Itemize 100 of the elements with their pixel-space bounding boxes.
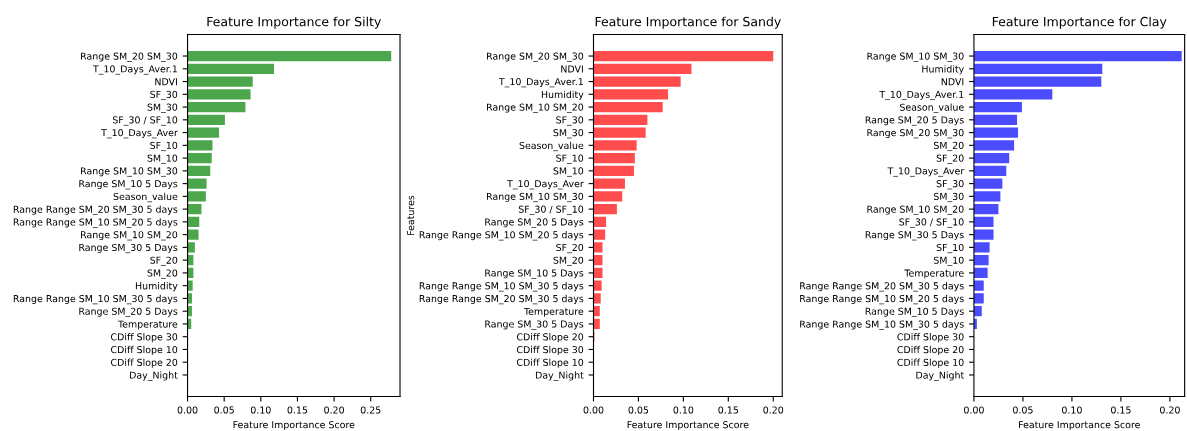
y-tick-label: CDiff Slope 20 xyxy=(516,333,584,343)
y-tick-label: Range SM_10 SM_20 xyxy=(487,103,584,113)
y-tick-label: SF_30 xyxy=(936,180,964,190)
y-tick-label: Range Range SM_20 SM_30 5 days xyxy=(419,294,584,305)
y-tick-label: Range SM_20 5 Days xyxy=(485,218,584,228)
y-tick-label: T_10_Days_Aver.1 xyxy=(92,65,177,75)
y-tick-label: Range Range SM_10 SM_20 5 days xyxy=(800,294,964,305)
chart-title: Feature Importance for Sandy xyxy=(595,16,781,29)
x-tick-label: 0.20 xyxy=(324,406,344,414)
y-tick-label: SM_20 xyxy=(147,269,178,279)
y-tick-label: CDiff Slope 30 xyxy=(110,333,178,343)
y-tick-label: SF_30 / SF_10 xyxy=(899,218,964,228)
x-tick-label: 0.10 xyxy=(673,406,694,414)
y-tick-label: Range SM_30 5 Days xyxy=(485,320,584,330)
chart-title: Feature Importance for Silty xyxy=(207,16,381,29)
y-tick-label: SM_10 xyxy=(147,154,178,164)
y-tick-label: SF_30 xyxy=(556,116,584,126)
y-tick-label: Range SM_10 SM_20 xyxy=(81,231,178,241)
y-tick-label: Humidity xyxy=(541,90,584,100)
y-tick-label: Range SM_10 SM_20 xyxy=(867,205,964,215)
x-tick-label: 0.15 xyxy=(718,406,738,414)
y-tick-label: T_10_Days_Aver.1 xyxy=(879,90,964,101)
y-tick-label: CDiff Slope 20 xyxy=(110,358,178,368)
x-tick-label: 0.10 xyxy=(250,406,271,414)
y-tick-label: Range SM_10 SM_30 xyxy=(487,192,584,203)
y-tick-label: SF_30 / SF_10 xyxy=(518,205,584,215)
y-tick-label: Humidity xyxy=(135,282,178,292)
y-tick-label: NDVI xyxy=(561,65,583,73)
y-tick-label: Day_Night xyxy=(130,371,178,381)
y-tick-label: SF_20 xyxy=(556,243,584,254)
y-tick-label: CDiff Slope 10 xyxy=(897,358,964,368)
x-tick-label: 0.05 xyxy=(628,406,649,414)
y-tick-label: Range Range SM_10 SM_30 5 days xyxy=(13,294,178,305)
y-axis-title: Features xyxy=(407,195,415,235)
y-tick-label: NDVI xyxy=(155,78,177,86)
y-tick-label: T_10_Days_Aver.1 xyxy=(498,78,583,88)
y-tick-label: Range Range SM_10 SM_20 5 days xyxy=(13,218,178,228)
y-tick-label: Range SM_10 5 Days xyxy=(485,269,584,279)
y-tick-label: SM_30 xyxy=(933,192,964,203)
y-tick-label: SF_10 xyxy=(150,141,178,152)
y-tick-label: NDVI xyxy=(941,78,964,86)
y-tick-label: Humidity xyxy=(922,65,964,75)
y-tick-label: SM_20 xyxy=(933,141,964,152)
x-tick-label: 0.05 xyxy=(214,406,234,414)
x-tick-label: 0.00 xyxy=(583,406,604,414)
y-tick-label: Range Range SM_20 SM_30 5 days xyxy=(800,282,964,292)
x-tick-label: 0.15 xyxy=(1111,406,1131,414)
y-tick-label: SM_20 xyxy=(553,256,584,266)
y-tick-label: Range SM_10 SM_30 xyxy=(867,52,964,62)
y-tick-label: Range SM_20 SM_30 xyxy=(487,52,584,62)
y-tick-label: Range Range SM_10 SM_30 5 days xyxy=(800,320,964,330)
y-tick-label: SF_20 xyxy=(150,256,178,266)
y-tick-label: SF_20 xyxy=(936,154,964,164)
y-tick-label: SF_30 xyxy=(150,90,178,101)
x-tick-label: 0.20 xyxy=(763,406,784,414)
y-tick-label: Day_Night xyxy=(916,371,964,381)
x-tick-label: 0.05 xyxy=(1013,406,1033,414)
x-tick-label: 0.20 xyxy=(1160,406,1180,414)
x-axis-title: Feature Importance Score xyxy=(233,421,355,431)
y-tick-label: Range SM_20 5 Days xyxy=(865,116,964,126)
x-tick-label: 0.25 xyxy=(360,406,381,414)
x-axis-title: Feature Importance Score xyxy=(1019,421,1140,431)
y-tick-label: Day_Night xyxy=(535,371,584,381)
x-axis-title: Feature Importance Score xyxy=(627,421,749,431)
y-tick-label: Temperature xyxy=(904,269,964,279)
y-tick-label: Range SM_10 5 Days xyxy=(79,180,178,190)
y-tick-label: SM_10 xyxy=(553,167,584,177)
y-tick-label: SM_10 xyxy=(933,256,964,266)
chart-title: Feature Importance for Clay xyxy=(992,16,1167,29)
y-tick-label: SM_30 xyxy=(147,103,178,113)
y-tick-label: Range SM_10 5 Days xyxy=(865,307,964,317)
y-tick-label: Range SM_20 SM_30 xyxy=(81,52,178,62)
y-tick-label: Season_value xyxy=(519,141,584,152)
y-tick-label: Range SM_30 5 Days xyxy=(865,231,964,241)
y-tick-label: T_10_Days_Aver xyxy=(887,167,965,177)
y-tick-label: Temperature xyxy=(117,320,178,330)
y-tick-label: Range SM_20 SM_30 xyxy=(867,129,964,139)
y-tick-label: Range SM_30 5 Days xyxy=(79,243,178,254)
y-tick-label: Season_value xyxy=(900,103,964,113)
x-tick-label: 0.15 xyxy=(287,406,308,414)
y-tick-label: T_10_Days_Aver xyxy=(101,129,178,139)
y-tick-label: CDiff Slope 30 xyxy=(516,345,584,355)
y-tick-label: Range SM_20 5 Days xyxy=(79,307,178,317)
y-tick-label: CDiff Slope 10 xyxy=(110,345,178,355)
y-tick-label: SM_30 xyxy=(553,129,584,139)
y-tick-label: Range Range SM_10 SM_20 5 days xyxy=(419,231,584,241)
x-tick-label: 0.00 xyxy=(177,406,198,414)
y-tick-label: SF_30 / SF_10 xyxy=(112,116,178,126)
x-tick-label: 0.00 xyxy=(964,406,984,414)
y-tick-label: Temperature xyxy=(523,307,584,317)
y-tick-label: CDiff Slope 10 xyxy=(516,358,584,368)
y-tick-label: CDiff Slope 20 xyxy=(897,345,964,355)
x-tick-label: 0.10 xyxy=(1062,406,1082,414)
y-tick-label: SF_10 xyxy=(556,154,584,164)
y-tick-label: Range Range SM_10 SM_30 5 days xyxy=(419,282,584,292)
y-tick-label: Season_value xyxy=(113,192,178,203)
y-tick-label: SF_10 xyxy=(936,243,964,254)
y-tick-label: CDiff Slope 30 xyxy=(897,333,964,343)
y-tick-label: Range SM_10 SM_30 xyxy=(81,167,178,177)
y-tick-label: Range Range SM_20 SM_30 5 days xyxy=(13,205,178,215)
